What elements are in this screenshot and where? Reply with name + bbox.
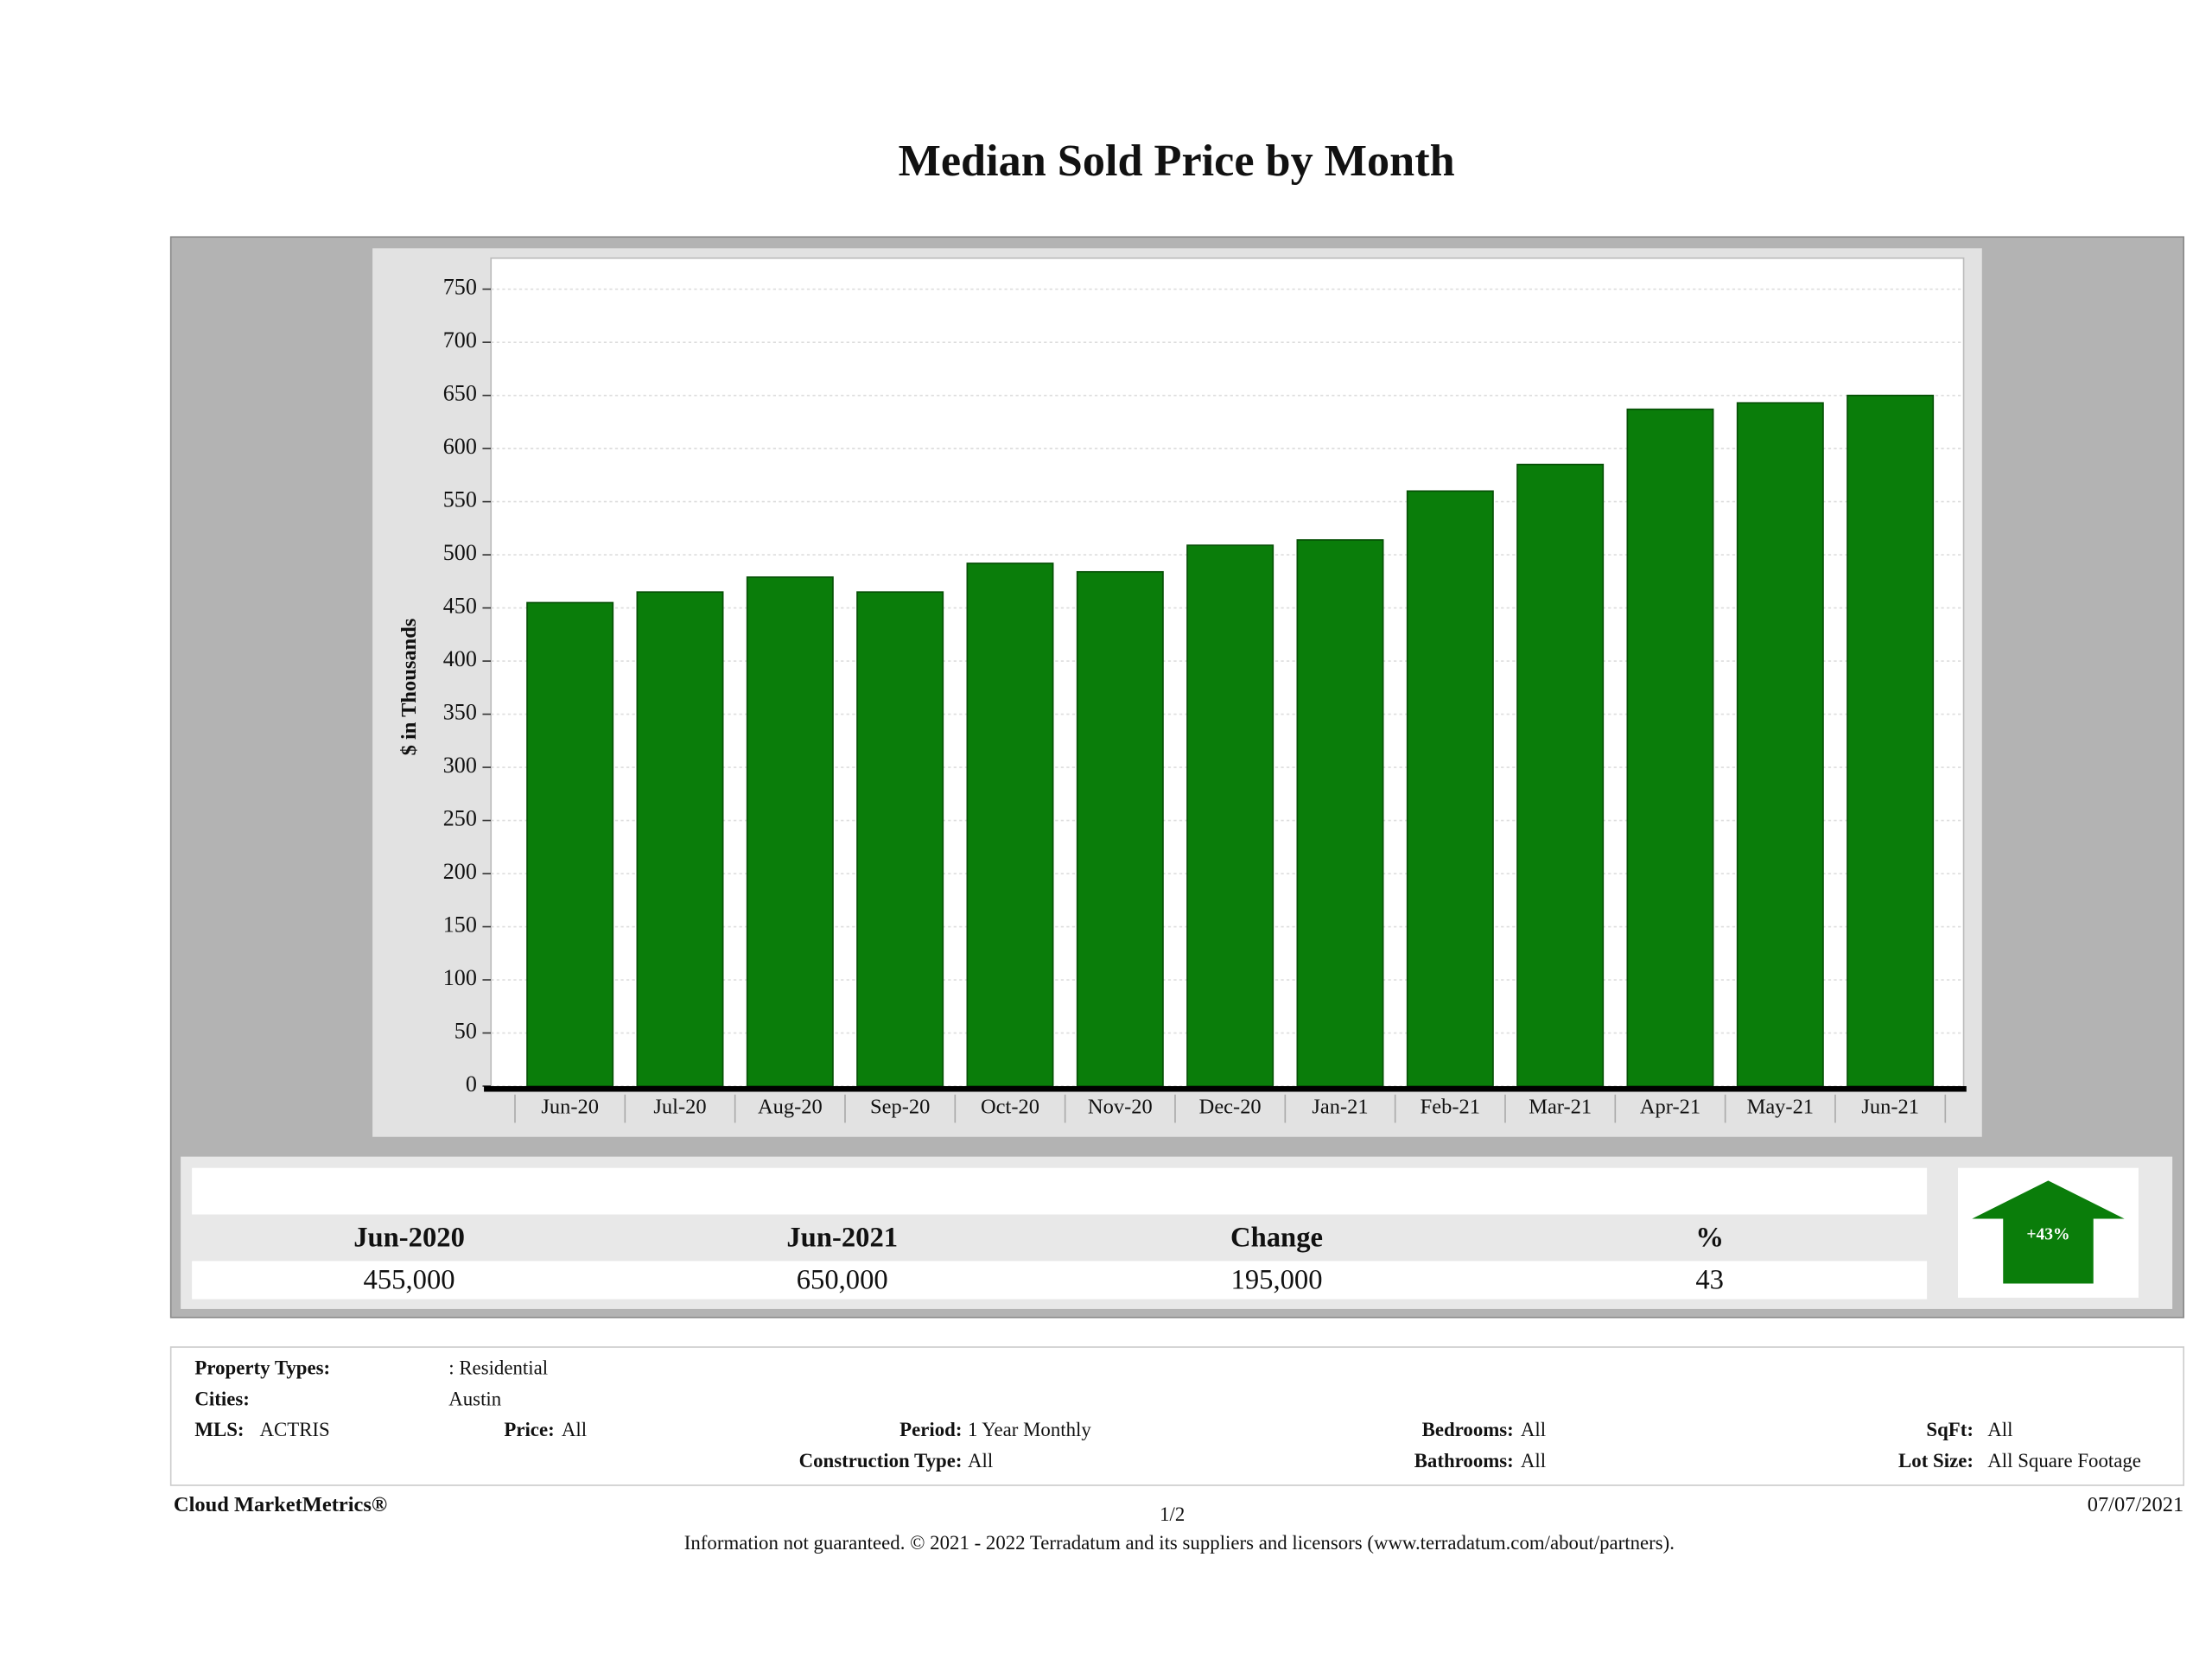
filter-value: Austin [448,1388,502,1409]
y-tick-label: 400 [443,646,477,671]
x-tick-label: Jul-20 [653,1096,706,1119]
summary-row [192,1167,1928,1215]
x-tick-label: Oct-20 [981,1096,1039,1119]
x-tick-label: Jun-20 [541,1096,599,1119]
summary-value: 455,000 [364,1264,455,1295]
chart-title: Median Sold Price by Month [899,136,1455,186]
x-tick-label: May-21 [1747,1096,1814,1119]
filter-label: MLS: [194,1419,244,1440]
bar [526,601,614,1087]
y-tick-label: 500 [443,540,477,565]
summary-value: 43 [1695,1264,1724,1295]
filter-value: All Square Footage [1987,1450,2141,1471]
page-number: 1/2 [1160,1503,1185,1525]
x-tick-label: Mar-21 [1529,1096,1592,1119]
y-tick-label: 200 [443,859,477,884]
summary-header: Jun-2020 [353,1222,465,1253]
y-tick-label: 300 [443,753,477,778]
y-tick-label: 750 [443,275,477,300]
bar [1626,408,1714,1087]
y-tick-label: 150 [443,912,477,938]
filter-value: 1 Year Monthly [968,1419,1091,1440]
report-date: 07/07/2021 [2088,1493,2183,1516]
x-tick-label: Jun-21 [1861,1096,1919,1119]
x-tick-label: Dec-20 [1199,1096,1262,1119]
bar [1736,402,1824,1087]
brand: Cloud MarketMetrics® [174,1493,387,1516]
filter-value: : Residential [448,1357,548,1378]
bar [1847,394,1935,1087]
y-tick-label: 650 [443,381,477,406]
x-tick-label: Aug-20 [758,1096,823,1119]
filters-box [169,1346,2185,1486]
y-tick-label: 0 [466,1071,477,1096]
bar [1296,539,1384,1087]
bar [1406,490,1494,1087]
filter-label: Lot Size: [1898,1450,1974,1471]
x-tick-label: Nov-20 [1088,1096,1153,1119]
summary-value: 650,000 [797,1264,888,1295]
y-tick-label: 250 [443,806,477,831]
filter-label: Cities: [194,1388,249,1409]
filter-label: Bedrooms: [1422,1419,1514,1440]
filter-value: All [968,1450,993,1471]
y-axis-label: $ in Thousands [397,619,421,756]
summary-header: Jun-2021 [786,1222,898,1253]
filter-label: SqFt: [1926,1419,1974,1440]
filter-value: All [1987,1419,2012,1440]
y-tick-label: 700 [443,327,477,353]
filter-label: Bathrooms: [1414,1450,1514,1471]
filter-label: Construction Type: [799,1450,963,1471]
disclaimer: Information not guaranteed. © 2021 - 202… [684,1532,1675,1554]
summary-header: Change [1230,1222,1323,1253]
filter-value: All [1521,1450,1546,1471]
bar [966,563,1054,1087]
bar [636,591,724,1087]
y-tick-label: 600 [443,434,477,459]
summary-header: % [1695,1222,1724,1253]
filter-value: All [1521,1419,1546,1440]
filter-label: Period: [899,1419,962,1440]
summary-row [192,1261,1928,1300]
filter-label: Price: [504,1419,554,1440]
x-tick-label: Apr-21 [1640,1096,1700,1119]
bar [856,591,944,1087]
y-tick-label: 50 [454,1018,477,1043]
bar [1076,570,1164,1087]
y-tick-label: 350 [443,700,477,725]
x-tick-label: Jan-21 [1312,1096,1368,1119]
x-tick-label: Sep-20 [870,1096,930,1119]
y-tick-label: 550 [443,487,477,512]
y-tick-label: 450 [443,594,477,619]
bar [746,576,834,1087]
filter-value: ACTRIS [260,1419,330,1440]
filter-label: Property Types: [194,1357,330,1378]
bar [1186,544,1274,1087]
y-tick-label: 100 [443,965,477,990]
summary-value: 195,000 [1231,1264,1323,1295]
x-tick-label: Feb-21 [1421,1096,1480,1119]
badge-label: +43% [2026,1226,2069,1244]
bar [1516,463,1605,1087]
up-arrow [1972,1180,2125,1284]
filter-value: All [562,1419,587,1440]
